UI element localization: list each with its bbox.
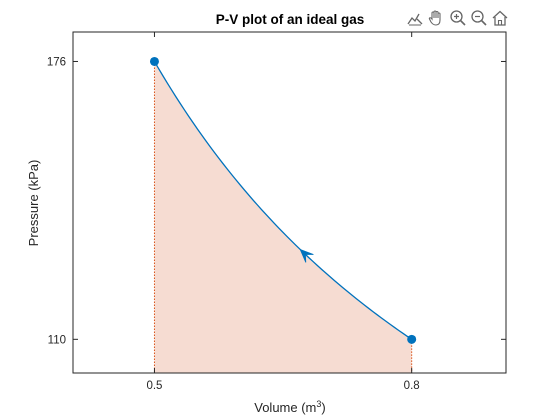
home-button[interactable] — [491, 8, 510, 28]
zoom-in-icon — [449, 10, 466, 26]
pv-curve-line — [153, 61, 413, 340]
pan-button[interactable] — [426, 8, 445, 28]
shaded-work-area-layer — [153, 61, 413, 373]
x-tick-label: 0.8 — [404, 380, 420, 392]
endpoint-marker-2 — [407, 334, 417, 344]
zoom-out-icon — [471, 10, 487, 26]
x-axis-label-suffix: ) — [321, 400, 325, 415]
zoom-in-button[interactable] — [448, 8, 467, 28]
axes-toolbar — [405, 8, 510, 28]
work-area-fill — [154, 61, 412, 373]
chart-title: P-V plot of an ideal gas — [216, 12, 365, 27]
axes-box — [72, 31, 507, 374]
curve-layer — [149, 56, 417, 344]
pan-hand-icon — [428, 10, 441, 26]
home-icon — [492, 10, 508, 26]
brush-icon — [407, 13, 423, 26]
endpoint-marker-1 — [149, 56, 159, 66]
x-axis-label: Volume (m3) — [254, 399, 326, 415]
zoom-out-button[interactable] — [469, 8, 488, 28]
y-tick-label: 176 — [47, 56, 66, 68]
x-axis-label-main: Volume (m — [254, 400, 316, 415]
axes-layer: 0.5 0.8 110 176 — [47, 31, 507, 392]
y-tick-label: 110 — [48, 334, 66, 346]
direction-arrow — [299, 248, 314, 263]
x-tick-label: 0.5 — [146, 380, 162, 392]
y-axis-label: Pressure (kPa) — [26, 160, 41, 247]
x-axis-label-superscript: 3 — [316, 399, 321, 409]
brush-button[interactable] — [405, 8, 424, 28]
